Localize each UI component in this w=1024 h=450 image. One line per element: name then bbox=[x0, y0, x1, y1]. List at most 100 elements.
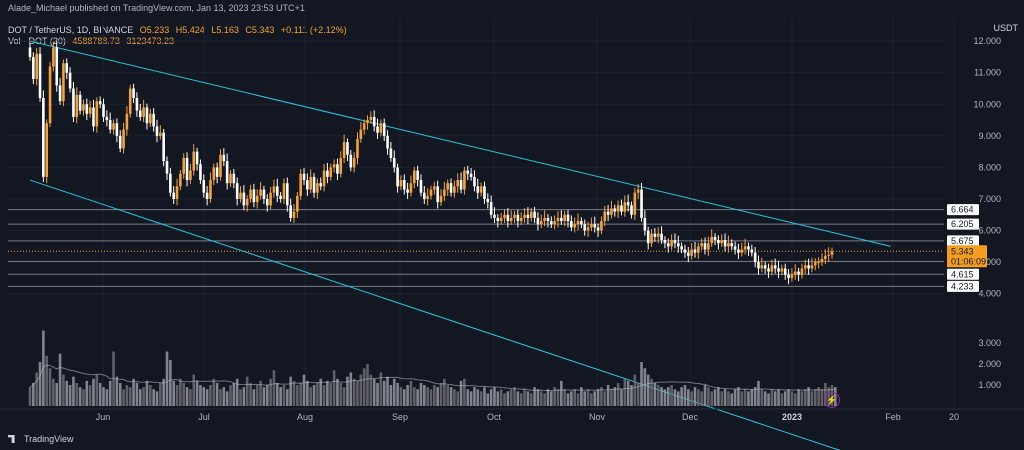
candle-body bbox=[292, 211, 296, 218]
volume-bar bbox=[185, 387, 189, 406]
candle-body bbox=[459, 180, 463, 190]
candle-body bbox=[215, 167, 219, 177]
volume-bar bbox=[446, 385, 450, 406]
volume-bar bbox=[673, 389, 677, 406]
volume-bar bbox=[456, 391, 460, 406]
volume-bar bbox=[760, 389, 764, 406]
volume-bar bbox=[580, 387, 583, 406]
volume-bar bbox=[65, 380, 69, 406]
candle-body bbox=[406, 189, 409, 193]
volume-bar bbox=[85, 380, 89, 406]
volume-bar bbox=[700, 391, 703, 406]
candle-body bbox=[316, 183, 319, 193]
volume-bar bbox=[707, 387, 710, 406]
candle-body bbox=[563, 214, 566, 222]
volume-bar bbox=[483, 387, 486, 406]
horizontal-levels bbox=[8, 209, 944, 287]
volume-bar bbox=[730, 393, 734, 406]
candle-body bbox=[439, 195, 443, 203]
candle-body bbox=[112, 123, 115, 130]
candle-body bbox=[757, 262, 760, 269]
symbol-legend[interactable]: DOT / TetherUS, 1D, BINANCE O5.233 H5.42… bbox=[8, 25, 351, 36]
candle-body bbox=[600, 221, 603, 231]
candle-body bbox=[780, 268, 784, 272]
descending-channel bbox=[29, 40, 891, 450]
volume-bar bbox=[235, 378, 239, 406]
candle-body bbox=[546, 217, 550, 222]
volume-bar bbox=[62, 374, 65, 406]
volume-bar bbox=[616, 382, 620, 406]
candle-body bbox=[252, 189, 256, 203]
volume-bar bbox=[820, 389, 824, 406]
volume-bar bbox=[593, 391, 597, 406]
volume-bar bbox=[486, 393, 490, 406]
candle-body bbox=[232, 173, 236, 184]
candle-body bbox=[92, 107, 95, 127]
volume-bar bbox=[570, 391, 573, 406]
volume-bar bbox=[356, 380, 359, 406]
candle-body bbox=[693, 249, 697, 253]
candle-body bbox=[747, 246, 750, 250]
candle-body bbox=[453, 186, 456, 193]
volume-bar bbox=[175, 385, 179, 406]
volume-bar bbox=[125, 385, 129, 406]
volume-bar bbox=[259, 380, 262, 406]
volume-bar bbox=[342, 387, 346, 406]
candle-body bbox=[717, 240, 720, 244]
volume-bar bbox=[142, 387, 145, 406]
candle-body bbox=[550, 221, 553, 225]
candle-body bbox=[169, 173, 172, 193]
candle-body bbox=[105, 116, 109, 121]
volume-bar bbox=[326, 380, 329, 406]
candle-body bbox=[242, 192, 246, 206]
candle-body bbox=[503, 214, 506, 218]
volume-bar bbox=[747, 391, 750, 406]
candle-body bbox=[379, 123, 383, 133]
volume-bar bbox=[543, 393, 546, 406]
volume-bar bbox=[48, 368, 52, 406]
candle-body bbox=[389, 148, 393, 158]
candle-body bbox=[743, 246, 747, 250]
candle-body bbox=[128, 88, 132, 114]
time-tick-label: Sep bbox=[392, 412, 408, 422]
candle-body bbox=[269, 192, 272, 206]
volume-bar bbox=[813, 389, 817, 406]
candle-body bbox=[322, 170, 326, 187]
candle-body bbox=[219, 154, 222, 177]
candle-body bbox=[35, 53, 38, 80]
candle-body bbox=[98, 101, 102, 105]
symbol-name[interactable]: DOT / TetherUS, 1D, BINANCE bbox=[8, 25, 134, 35]
candle-body bbox=[366, 120, 369, 124]
volume-bar bbox=[55, 382, 59, 406]
candle-body bbox=[720, 240, 724, 244]
candle-body bbox=[733, 246, 737, 250]
candle-body bbox=[182, 157, 186, 174]
volume-bar bbox=[416, 389, 419, 406]
time-axis: Jun Jul Aug Sep Oct Nov Dec 2023 Feb 20 bbox=[0, 408, 1024, 422]
tradingview-brand[interactable]: TradingView bbox=[8, 434, 74, 444]
volume-bar bbox=[697, 389, 700, 406]
candle-body bbox=[473, 176, 476, 187]
candle-body bbox=[643, 217, 647, 231]
candle-body bbox=[606, 211, 610, 215]
candle-body bbox=[773, 265, 777, 269]
volume-bar bbox=[409, 380, 413, 406]
volume-bar bbox=[115, 376, 119, 406]
volume-bar bbox=[636, 382, 640, 406]
lightning-icon[interactable]: ⚡ bbox=[824, 392, 840, 408]
candle-body bbox=[102, 104, 105, 117]
volume-bar bbox=[740, 391, 744, 406]
candle-body bbox=[506, 214, 510, 222]
level-tag-label: 4.615 bbox=[951, 269, 974, 279]
candle-body bbox=[416, 170, 419, 181]
volume-bar bbox=[459, 380, 463, 406]
candle-body bbox=[713, 236, 717, 241]
candle-body bbox=[723, 240, 727, 247]
candle-body bbox=[626, 202, 630, 206]
volume-bar bbox=[118, 382, 122, 406]
volume-bar bbox=[265, 385, 269, 406]
level-tag-box bbox=[947, 235, 979, 247]
volume-bar bbox=[169, 359, 172, 406]
candle-body bbox=[185, 157, 189, 181]
